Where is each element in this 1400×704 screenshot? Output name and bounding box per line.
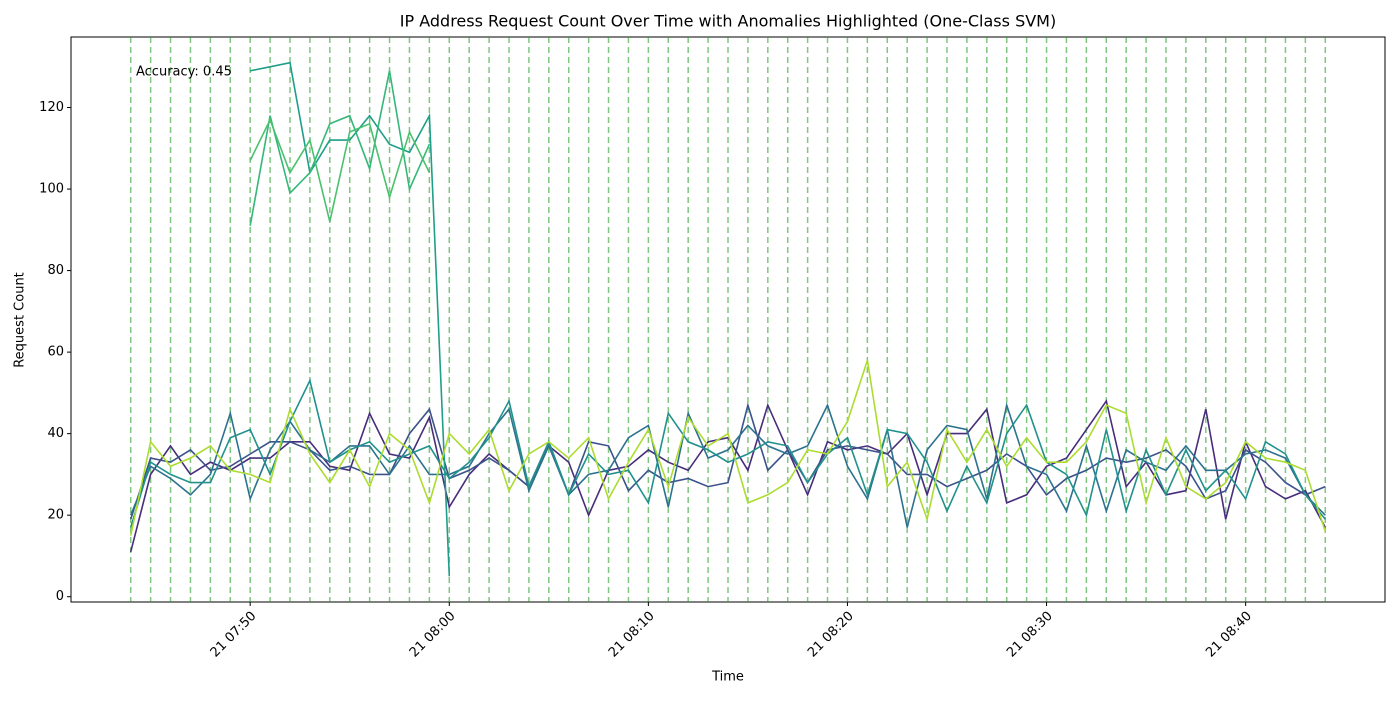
x-tick-label: 21 08:00 <box>407 609 459 661</box>
y-tick-label: 120 <box>39 100 64 115</box>
y-tick-label: 0 <box>56 589 64 604</box>
y-tick-label: 40 <box>47 426 64 441</box>
chart-title: IP Address Request Count Over Time with … <box>400 12 1056 31</box>
x-tick-label: 21 07:50 <box>208 609 260 661</box>
series-line <box>250 61 451 577</box>
x-tick-label: 21 08:40 <box>1203 609 1255 661</box>
series-line <box>129 399 1327 553</box>
y-axis-label: Request Count <box>13 272 28 368</box>
series-line <box>129 360 1327 536</box>
y-tick-label: 60 <box>47 345 64 360</box>
series-line <box>249 70 431 226</box>
x-tick-label: 21 08:30 <box>1004 609 1056 661</box>
series-line <box>129 378 1326 528</box>
x-tick-label: 21 08:20 <box>805 609 857 661</box>
x-tick-label: 21 08:10 <box>606 609 658 661</box>
annotation: Accuracy: 0.45 <box>136 65 232 80</box>
x-axis-label: Time <box>711 670 744 685</box>
y-tick-label: 80 <box>47 263 64 278</box>
series-line <box>129 402 1326 520</box>
series-line <box>249 117 431 222</box>
y-tick-label: 100 <box>39 182 64 197</box>
y-tick-label: 20 <box>47 508 64 523</box>
